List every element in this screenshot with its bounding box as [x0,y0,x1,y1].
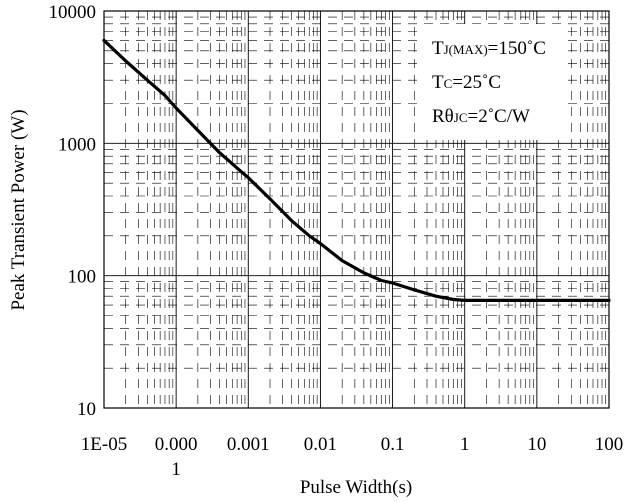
x-tick-label: 10 [527,434,546,455]
y-tick-label: 10000 [49,2,97,23]
x-tick-label: 1 [460,434,470,455]
y-axis-title: Peak Transient Power (W) [8,109,29,310]
annotation-line: TJ(MAX)=150˚C [432,38,546,59]
annotation-background [420,24,566,140]
x-tick-labels: 1E-05 0.000 1 0.001 0.01 0.1 1 10 100 [81,434,623,480]
x-tick-label-continuation: 1 [171,459,181,480]
annotation-line: RθJC=2˚C/W [432,106,530,127]
x-tick-label: 0.001 [227,434,270,455]
annotation-line: TC=25˚C [432,72,501,93]
y-tick-label: 10 [77,399,96,420]
series-layer [102,38,611,302]
x-tick-label: 0.1 [381,434,405,455]
x-tick-label: 100 [595,434,624,455]
x-tick-label: 0.01 [304,434,337,455]
y-tick-label: 100 [68,267,97,288]
y-tick-labels: 10 100 1000 10000 [49,2,97,420]
y-tick-label: 1000 [58,134,96,155]
series-line [102,38,611,302]
plot-frame [103,10,610,409]
x-tick-label: 0.000 [155,434,198,455]
x-axis-title: Pulse Width(s) [300,477,412,498]
annotation-box: TJ(MAX)=150˚C TC=25˚C RθJC=2˚C/W [420,24,566,140]
x-tick-label: 1E-05 [81,434,127,455]
